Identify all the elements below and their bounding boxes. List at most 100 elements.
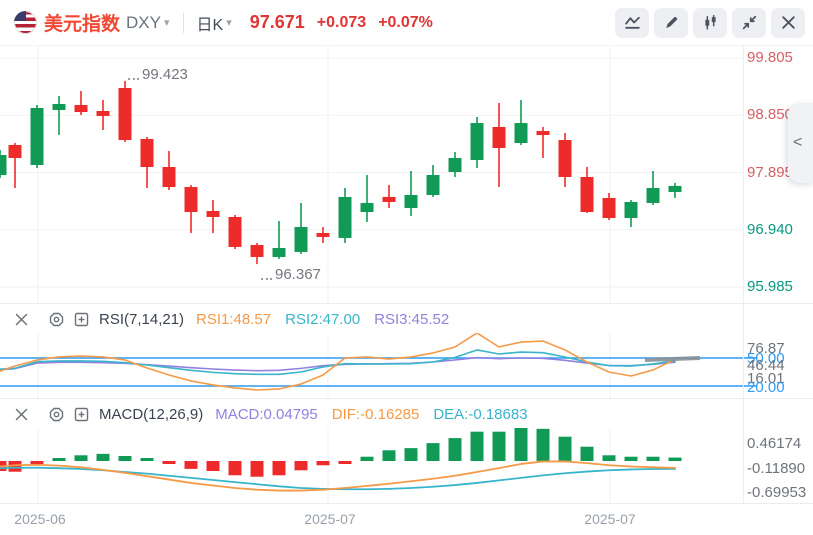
rsi-tick-label: 46.44 <box>747 357 785 374</box>
price-change: +0.073 <box>316 13 367 31</box>
collapse-chart-button[interactable] <box>732 7 766 38</box>
main-price-chart[interactable] <box>0 45 813 303</box>
candle-body <box>558 140 572 177</box>
chart-header: 美元指数 DXY ▾ 日K ▾ 97.671 +0.073 +0.07% <box>0 0 813 45</box>
candle-body <box>624 201 638 218</box>
rsi-tick-label: 76.87 <box>747 340 785 357</box>
collapse-icon <box>742 15 756 30</box>
macd-histogram-bar <box>514 428 528 461</box>
candle-body <box>514 123 528 144</box>
candle-body <box>52 103 66 110</box>
macd-histogram-bar <box>580 446 594 461</box>
price-change-percent: +0.07% <box>378 13 433 31</box>
macd-histogram-bar <box>470 431 484 461</box>
macd-histogram-bar <box>184 461 198 469</box>
macd-histogram-bar <box>602 455 616 461</box>
macd-histogram-bar <box>492 431 506 461</box>
macd-histogram-bar <box>404 448 418 461</box>
add-icon[interactable] <box>74 312 89 327</box>
macd-histogram-bar <box>206 461 220 472</box>
dea-line <box>0 466 676 491</box>
candle-body <box>360 202 374 213</box>
date-tick-label: 2025-07 <box>304 511 356 527</box>
chevron-down-icon[interactable]: ▾ <box>226 17 232 29</box>
candle-body <box>74 104 88 113</box>
us-flag-icon <box>14 11 37 34</box>
close-chart-button[interactable] <box>771 7 805 38</box>
macd-histogram-bar <box>426 443 440 461</box>
dif-value: DIF:-0.16285 <box>331 405 420 423</box>
rsi1-line <box>0 333 676 391</box>
macd-histogram-bar <box>162 461 176 464</box>
rsi-tick-label: 20.00 <box>747 379 785 396</box>
price-tick-label: 98.850 <box>747 106 793 123</box>
date-tick-label: 2025-07 <box>584 511 636 527</box>
candle-body <box>448 157 462 173</box>
price-tick-label: 95.985 <box>747 278 793 295</box>
macd-histogram-bar <box>30 461 44 464</box>
symbol-label[interactable]: DXY <box>126 12 161 32</box>
chart-style-button[interactable] <box>615 7 649 38</box>
price-tick-label: 99.805 <box>747 49 793 66</box>
macd-histogram-bar <box>338 461 352 464</box>
rsi1-value: RSI1:48.57 <box>196 310 272 328</box>
candle-body <box>118 87 132 141</box>
macd-histogram-bar <box>360 456 374 461</box>
candle-body <box>580 176 594 213</box>
macd-tick-label: -0.69953 <box>747 484 807 501</box>
draw-tool-button[interactable] <box>654 7 688 38</box>
candlestick-icon <box>704 15 716 30</box>
period-selector[interactable]: 日K <box>196 16 224 34</box>
candle-body <box>206 210 220 217</box>
dea-value: DEA:-0.18683 <box>433 405 528 423</box>
macd-plot[interactable] <box>0 428 813 503</box>
macd-histogram-bar <box>316 461 330 466</box>
price-tick-label: 97.895 <box>747 164 793 181</box>
candle-body <box>228 216 242 247</box>
rsi-header: RSI(7,14,21) RSI1:48.57 RSI2:47.00 RSI3:… <box>0 305 740 333</box>
macd-tick-label: -0.11890 <box>747 460 806 477</box>
close-icon[interactable] <box>14 407 29 422</box>
date-tick-label: 2025-06 <box>14 511 66 527</box>
macd-histogram-bar <box>52 458 66 461</box>
macd-histogram-bar <box>646 456 660 461</box>
close-icon[interactable] <box>14 312 29 327</box>
rsi2-line <box>0 349 676 376</box>
candle-body <box>30 107 44 166</box>
candle-body <box>250 244 264 257</box>
candle-body <box>668 185 682 192</box>
macd-header: MACD(12,26,9) MACD:0.04795 DIF:-0.16285 … <box>0 400 740 428</box>
settings-icon[interactable] <box>49 407 64 422</box>
candle-body <box>426 175 440 195</box>
macd-histogram-bar <box>536 428 550 461</box>
indicator-settings-button[interactable] <box>693 7 727 38</box>
annotation-leader <box>261 269 272 280</box>
macd-tick-label: 0.46174 <box>747 435 802 452</box>
candle-body <box>184 187 198 213</box>
close-icon <box>781 16 795 29</box>
candle-body <box>338 196 352 238</box>
macd-title: MACD(12,26,9) <box>99 405 204 423</box>
macd-histogram-bar <box>140 458 154 461</box>
high-annotation: 99.423 <box>128 66 188 83</box>
macd-histogram-bar <box>668 457 682 461</box>
chevron-down-icon[interactable]: ▾ <box>163 17 170 29</box>
pencil-icon <box>665 16 677 29</box>
rsi-gray-segment <box>644 356 701 362</box>
candle-body <box>382 196 396 202</box>
macd-histogram-bar <box>96 453 110 461</box>
candle-body <box>536 131 550 136</box>
divider <box>182 12 184 33</box>
add-icon[interactable] <box>74 407 89 422</box>
axis-collapse-handle[interactable]: < <box>788 103 813 183</box>
settings-icon[interactable] <box>49 312 64 327</box>
candle-body <box>294 226 308 252</box>
candle-body <box>8 144 22 158</box>
macd-histogram-bar <box>272 461 286 476</box>
candle-body <box>0 154 7 176</box>
rsi-plot[interactable] <box>0 333 813 398</box>
candle-body <box>404 194 418 208</box>
high-annotation-value: 99.423 <box>142 66 188 83</box>
axis-border <box>743 45 744 503</box>
